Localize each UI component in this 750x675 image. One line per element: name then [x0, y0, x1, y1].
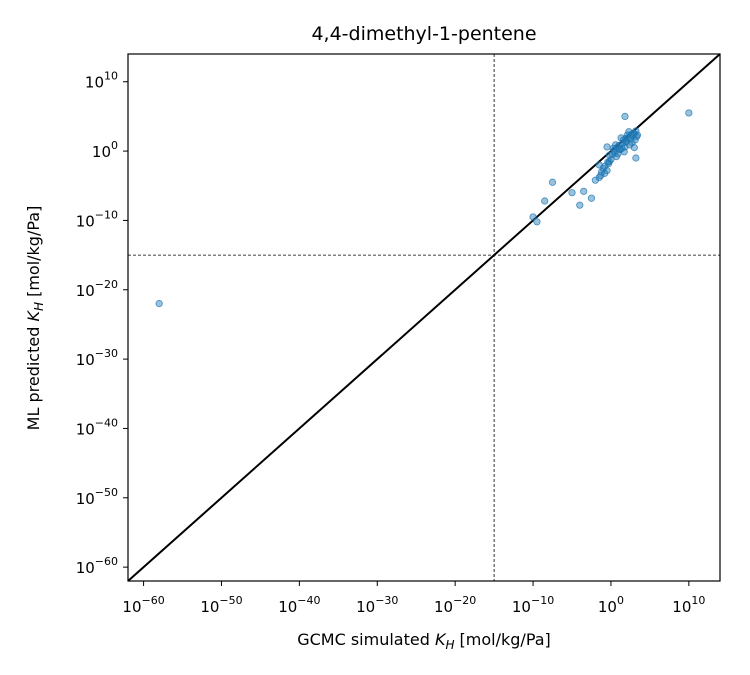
data-point	[621, 112, 629, 121]
data-point	[548, 178, 557, 186]
x-tick-label: 10−60	[122, 594, 164, 616]
x-tick-label: 10−40	[278, 594, 320, 616]
data-point	[633, 131, 642, 139]
data-point	[587, 194, 596, 202]
parity-line	[127, 53, 721, 582]
y-tick-label: 10−50	[76, 486, 118, 508]
x-tick-label: 100	[598, 594, 624, 616]
y-axis: 10−60 10−50 10−40 10−30 10−20 10−10 100 1010	[76, 70, 128, 577]
x-tick-label: 10−30	[356, 594, 398, 616]
data-point	[529, 213, 537, 221]
data-point	[576, 201, 584, 209]
x-axis: 10−60 10−50 10−40 10−30 10−20 10−10 100 1010	[122, 581, 705, 616]
y-axis-label: ML predicted KH [mol/kg/Pa]	[24, 206, 46, 431]
data-point	[630, 144, 638, 152]
data-point	[155, 300, 163, 308]
data-point	[685, 109, 693, 117]
x-tick-label: 10−10	[512, 594, 554, 616]
x-tick-label: 10−20	[434, 594, 476, 616]
y-tick-label: 10−40	[76, 416, 118, 438]
data-point	[623, 131, 631, 139]
y-tick-label: 10−60	[76, 555, 118, 577]
plot-area	[127, 53, 721, 582]
data-point	[580, 187, 588, 195]
data-point	[610, 146, 618, 154]
y-tick-label: 100	[92, 139, 118, 161]
data-point	[533, 218, 541, 226]
data-point	[601, 169, 609, 177]
data-point	[603, 143, 611, 151]
data-point	[605, 151, 613, 159]
x-tick-label: 1010	[672, 594, 705, 616]
data-point	[622, 134, 630, 143]
data-point	[604, 158, 612, 166]
y-tick-label: 10−30	[76, 347, 118, 369]
data-point	[632, 154, 640, 162]
y-tick-label: 10−20	[76, 278, 118, 300]
plot-frame	[127, 53, 721, 582]
y-tick-label: 1010	[85, 70, 118, 92]
data-point	[612, 153, 621, 161]
y-tick-label: 10−10	[76, 208, 118, 230]
data-point	[541, 197, 549, 205]
data-point	[568, 189, 576, 197]
chart-title: 4,4-dimethyl-1-pentene	[311, 23, 536, 45]
data-point	[620, 148, 628, 156]
data-point	[597, 171, 605, 179]
x-axis-label: GCMC simulated KH [mol/kg/Pa]	[297, 630, 551, 652]
x-tick-label: 10−50	[200, 594, 242, 616]
